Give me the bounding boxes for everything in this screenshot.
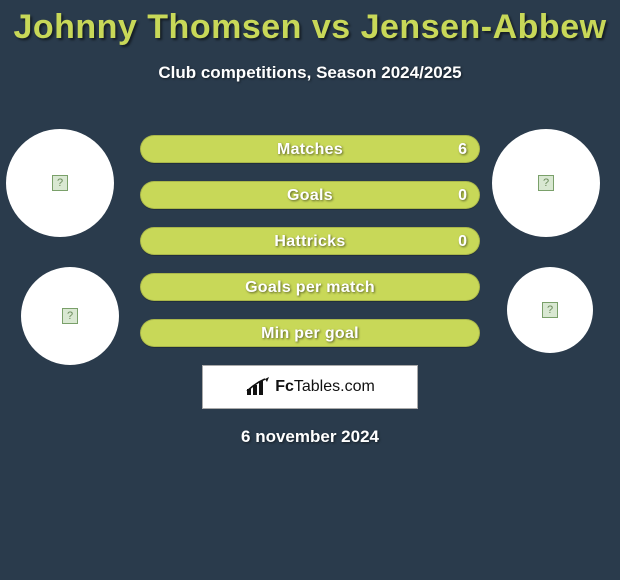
date-text: 6 november 2024 — [0, 427, 620, 447]
brand-suffix: Tables.com — [294, 378, 375, 395]
main-content: ? ? ? ? Matches 6 Goals 0 Hattricks 0 Go… — [0, 113, 620, 447]
placeholder-icon: ? — [538, 175, 554, 191]
bar-matches: Matches 6 — [140, 135, 480, 163]
stat-bars: Matches 6 Goals 0 Hattricks 0 Goals per … — [140, 113, 480, 347]
bar-goals-per-match: Goals per match — [140, 273, 480, 301]
avatar-left-player: ? — [6, 129, 114, 237]
attribution-text: FcTables.com — [275, 378, 375, 396]
brand-prefix: Fc — [275, 378, 294, 395]
bar-value-right: 6 — [458, 136, 467, 162]
placeholder-icon: ? — [62, 308, 78, 324]
bar-hattricks: Hattricks 0 — [140, 227, 480, 255]
bar-value-right: 0 — [458, 228, 467, 254]
bar-value-right: 0 — [458, 182, 467, 208]
bar-min-per-goal: Min per goal — [140, 319, 480, 347]
bar-label: Goals per match — [141, 274, 479, 300]
bar-label: Matches — [141, 136, 479, 162]
avatar-left-club: ? — [21, 267, 119, 365]
bar-goals: Goals 0 — [140, 181, 480, 209]
avatar-right-club: ? — [507, 267, 593, 353]
avatar-right-player: ? — [492, 129, 600, 237]
bar-label: Min per goal — [141, 320, 479, 346]
bars-icon — [245, 377, 271, 397]
bar-label: Goals — [141, 182, 479, 208]
attribution-badge: FcTables.com — [202, 365, 418, 409]
page-title: Johnny Thomsen vs Jensen-Abbew — [0, 0, 620, 47]
bar-label: Hattricks — [141, 228, 479, 254]
placeholder-icon: ? — [542, 302, 558, 318]
subtitle: Club competitions, Season 2024/2025 — [0, 63, 620, 83]
placeholder-icon: ? — [52, 175, 68, 191]
